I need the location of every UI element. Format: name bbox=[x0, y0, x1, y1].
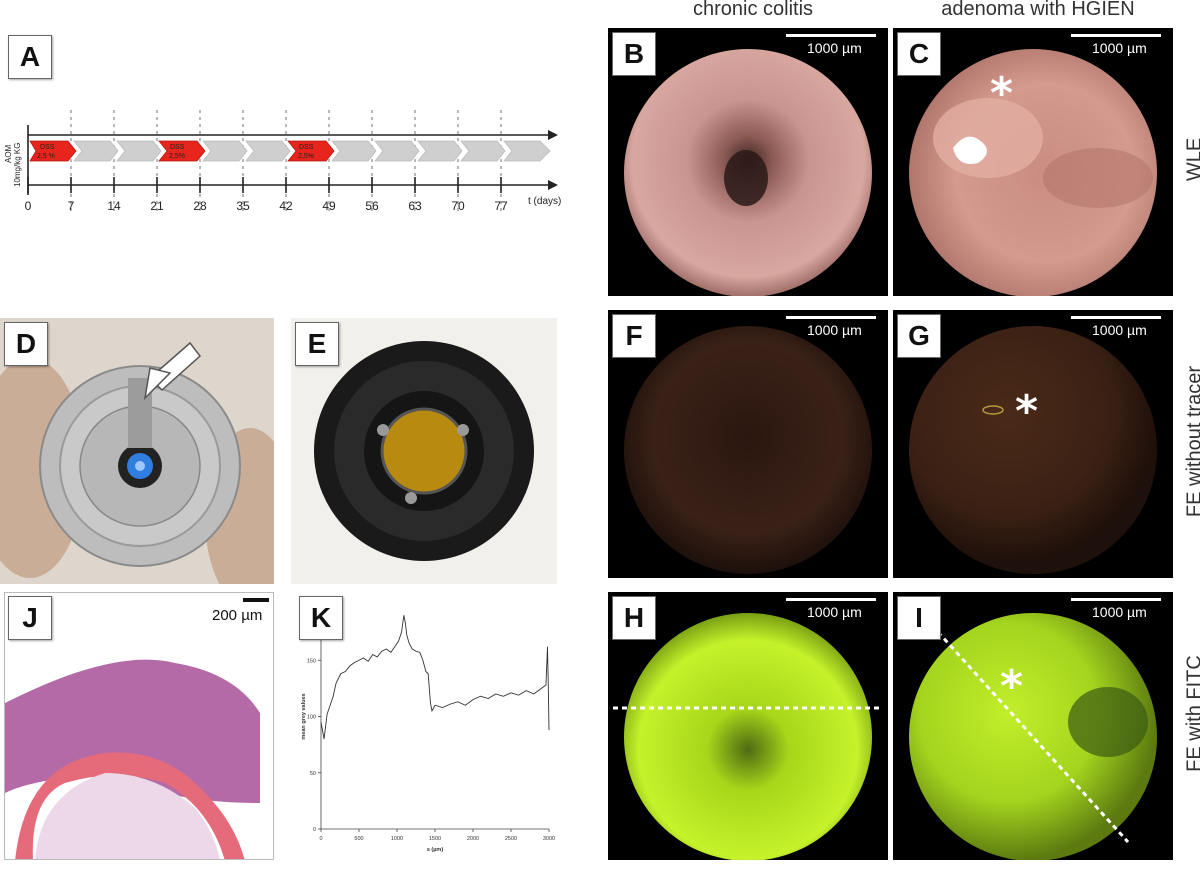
dss-label-1: DSS bbox=[40, 144, 55, 151]
scale-text-i: 1000 µm bbox=[1092, 604, 1147, 620]
scale-bar-i bbox=[1071, 598, 1161, 601]
profile-line-0 bbox=[320, 615, 550, 740]
panel-g-fe-adenoma bbox=[893, 310, 1173, 578]
aom-dose-label: 10mg/kg KG bbox=[13, 143, 22, 187]
panel-e-filter-photo bbox=[291, 318, 557, 584]
row-label-fe-with-fitc: FE with FITC bbox=[1183, 655, 1200, 772]
x-tick-label: 2000 bbox=[467, 836, 479, 842]
y-axis-label: mean grey values bbox=[301, 693, 307, 739]
scale-text-f: 1000 µm bbox=[807, 322, 862, 338]
day-tick-0: 0 bbox=[25, 199, 32, 213]
scale-text-g: 1000 µm bbox=[1092, 322, 1147, 338]
scale-text-j: 200 µm bbox=[212, 607, 263, 624]
row-label-fe-without-tracer: FE without tracer bbox=[1183, 365, 1200, 518]
x-tick-label: 1500 bbox=[429, 836, 441, 842]
panel-label-d: D bbox=[4, 322, 48, 366]
day-tick-14: 14 bbox=[107, 199, 121, 213]
x-tick-label: 500 bbox=[354, 836, 363, 842]
panel-label-g: G bbox=[897, 314, 941, 358]
day-tick-35: 35 bbox=[236, 199, 250, 213]
day-tick-28: 28 bbox=[193, 199, 207, 213]
column-title-adenoma: adenoma with HGIEN bbox=[941, 0, 1135, 20]
dss-dose-2: 2,5% bbox=[169, 153, 185, 160]
lesion-asterisk-i: * bbox=[1000, 661, 1024, 712]
panel-label-a: A bbox=[8, 35, 52, 79]
column-title-chronic-colitis: chronic colitis bbox=[692, 0, 814, 20]
intensity-profile-chart: 050100150200050010001500200025003000s (µ… bbox=[301, 602, 555, 853]
scale-bar-f bbox=[786, 316, 876, 319]
aom-label: AOM bbox=[4, 144, 13, 163]
day-tick-56: 56 bbox=[365, 199, 379, 213]
day-tick-7: 7 bbox=[68, 199, 75, 213]
scale-text-b: 1000 µm bbox=[807, 40, 862, 56]
x-tick-label: 3000 bbox=[543, 836, 555, 842]
dss-label-3: DSS bbox=[299, 144, 314, 151]
scale-bar-j bbox=[243, 598, 269, 602]
dss-timeline: DSS 2,5 % DSS 2,5% DSS 2,5% AOM 10mg/kg … bbox=[4, 110, 561, 215]
panel-label-b: B bbox=[612, 32, 656, 76]
scale-bar-g bbox=[1071, 316, 1161, 319]
row-label-wle: WLE bbox=[1183, 137, 1200, 182]
dss-cycle-3 bbox=[287, 140, 335, 162]
day-tick-63: 63 bbox=[408, 199, 422, 213]
y-tick-label: 100 bbox=[307, 715, 316, 721]
panel-label-j: J bbox=[8, 596, 52, 640]
scale-bar-h bbox=[786, 598, 876, 601]
panel-label-c: C bbox=[897, 32, 941, 76]
panel-d-device-photo bbox=[0, 318, 274, 584]
lesion-asterisk-g: * bbox=[1015, 386, 1039, 437]
y-tick-label: 50 bbox=[310, 771, 316, 777]
scale-bar-b bbox=[786, 34, 876, 37]
y-tick-label: 0 bbox=[313, 827, 316, 833]
panel-label-k: K bbox=[299, 596, 343, 640]
x-tick-label: 2500 bbox=[505, 836, 517, 842]
day-tick-42: 42 bbox=[279, 199, 293, 213]
day-tick-77: 77 bbox=[494, 199, 508, 213]
dss-label-2: DSS bbox=[170, 144, 185, 151]
dss-cycle-2 bbox=[158, 140, 206, 162]
panel-label-f: F bbox=[612, 314, 656, 358]
x-tick-label: 0 bbox=[319, 836, 322, 842]
x-tick-label: 1000 bbox=[391, 836, 403, 842]
panel-label-i: I bbox=[897, 596, 941, 640]
panel-label-e: E bbox=[295, 322, 339, 366]
scale-text-c: 1000 µm bbox=[1092, 40, 1147, 56]
scale-text-h: 1000 µm bbox=[807, 604, 862, 620]
day-tick-21: 21 bbox=[150, 199, 164, 213]
lesion-asterisk-c: * bbox=[990, 68, 1014, 119]
dss-dose-3: 2,5% bbox=[298, 153, 314, 160]
x-axis-label: s (µm) bbox=[427, 847, 443, 853]
dss-dose-1: 2,5 % bbox=[37, 153, 55, 160]
y-tick-label: 150 bbox=[307, 658, 316, 664]
scale-bar-c bbox=[1071, 34, 1161, 37]
panel-h-fe-fitc-colitis bbox=[608, 592, 888, 860]
time-axis-label: t (days) bbox=[528, 196, 561, 207]
day-tick-49: 49 bbox=[322, 199, 336, 213]
panel-label-h: H bbox=[612, 596, 656, 640]
day-tick-70: 70 bbox=[451, 199, 465, 213]
dss-cycle-1 bbox=[29, 140, 77, 162]
